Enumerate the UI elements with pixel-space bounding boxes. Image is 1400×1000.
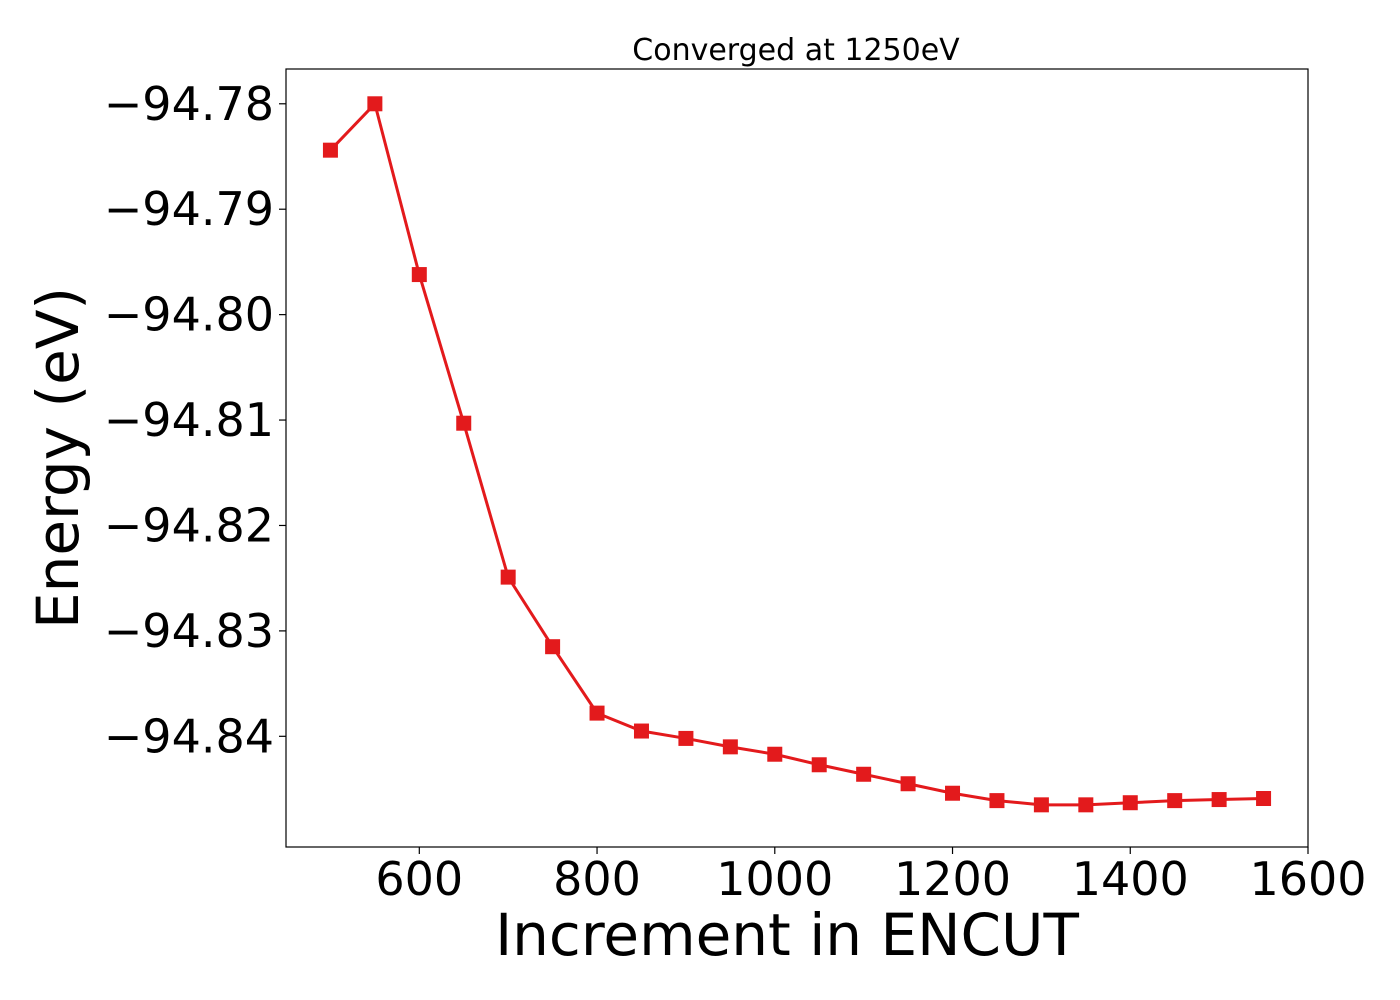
- data-point: [1256, 791, 1272, 807]
- x-tick-label: 1000: [716, 852, 833, 906]
- data-point: [856, 766, 872, 782]
- data-point: [1078, 797, 1094, 813]
- data-point: [411, 267, 427, 283]
- data-point: [322, 142, 338, 158]
- x-tick-label: 800: [553, 852, 641, 906]
- y-tick-label: −94.78: [104, 77, 274, 131]
- data-point: [1122, 795, 1138, 811]
- x-axis: 600 800 1000 1200 1400 1600: [375, 847, 1367, 906]
- data-point: [945, 785, 961, 801]
- data-point: [1033, 797, 1049, 813]
- x-tick-label: 1600: [1249, 852, 1366, 906]
- y-axis: −94.78 −94.79 −94.80 −94.81 −94.82 −94.83 −94.…: [104, 77, 286, 763]
- chart-title: Converged at 1250eV: [632, 33, 960, 68]
- y-axis-label: Energy (eV): [24, 287, 92, 629]
- data-point: [811, 757, 827, 773]
- data-point: [722, 739, 738, 755]
- series-line: [329, 102, 1264, 807]
- y-tick-label: −94.81: [104, 393, 274, 447]
- data-point: [1167, 793, 1183, 809]
- y-tick-label: −94.83: [104, 604, 274, 658]
- data-point: [545, 639, 561, 655]
- data-point: [767, 746, 783, 762]
- data-point: [678, 730, 694, 746]
- y-tick-label: −94.84: [104, 709, 274, 763]
- x-tick-label: 1200: [894, 852, 1011, 906]
- y-tick-label: −94.82: [104, 498, 274, 552]
- data-point: [633, 723, 649, 739]
- plot-frame: [285, 68, 1309, 848]
- data-point: [367, 96, 383, 112]
- data-point: [589, 705, 605, 721]
- x-axis-label: Increment in ENCUT: [495, 901, 1079, 969]
- y-tick-label: −94.79: [104, 182, 274, 236]
- x-tick-label: 600: [375, 852, 463, 906]
- data-point: [456, 415, 472, 431]
- data-point: [900, 776, 916, 792]
- data-point: [1211, 792, 1227, 808]
- y-tick-label: −94.80: [104, 288, 274, 342]
- data-point: [500, 569, 516, 585]
- plot-area: [322, 96, 1272, 813]
- x-tick-label: 1400: [1072, 852, 1189, 906]
- data-point: [989, 793, 1005, 809]
